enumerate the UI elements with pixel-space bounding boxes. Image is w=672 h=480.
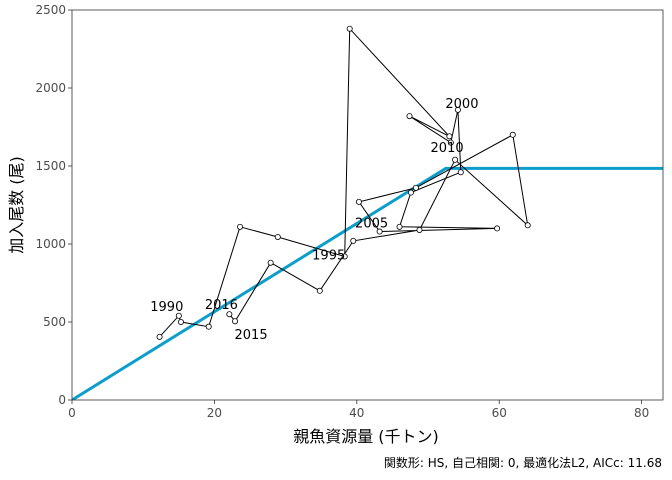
data-point-2008 [509, 131, 516, 138]
data-point-1995 [341, 253, 348, 260]
year-label-2000: 2000 [445, 97, 478, 112]
data-point-1998 [406, 113, 413, 120]
year-label-1995: 1995 [312, 248, 345, 263]
data-point-2011 [416, 226, 423, 233]
data-point-2002 [407, 189, 414, 196]
data-point-1990 [175, 312, 182, 319]
data-point-2009 [524, 222, 531, 229]
year-label-1990: 1990 [150, 300, 183, 315]
data-point-2010 [452, 156, 459, 163]
x-axis-title: 親魚資源量 (千トン) [293, 427, 439, 446]
plot-content: 1990 2016 2015 1995 2010 2005 2000 [72, 25, 663, 400]
data-point-1997 [446, 133, 453, 140]
x-tick-label-80: 80 [634, 406, 649, 420]
y-axis-title: 加入尾数 (尾) [7, 156, 26, 254]
year-label-2015: 2015 [235, 328, 268, 343]
y-tick-label-1000: 1000 [35, 237, 66, 251]
data-point-2004 [494, 225, 501, 232]
data-point-2014 [267, 259, 274, 266]
axes: 0 20 40 60 80 0 500 1000 1500 2000 2500 [35, 3, 664, 420]
data-point-1992 [205, 323, 212, 330]
y-tick-label-1500: 1500 [35, 159, 66, 173]
y-tick-label-2000: 2000 [35, 81, 66, 95]
data-point-1993 [237, 223, 244, 230]
y-tick-label-2500: 2500 [35, 3, 66, 17]
data-point-2005 [376, 228, 383, 235]
year-label-2010: 2010 [431, 141, 464, 156]
data-point-2007 [412, 184, 419, 191]
data-point-1989 [156, 333, 163, 340]
observation-path [159, 27, 529, 338]
y-tick-label-500: 500 [43, 315, 66, 329]
data-point-2012 [350, 237, 357, 244]
hs-fit-line [72, 166, 663, 400]
data-point-1999 [447, 139, 454, 146]
year-label-2016: 2016 [205, 298, 238, 313]
x-tick-label-40: 40 [349, 406, 364, 420]
data-point-2003 [396, 223, 403, 230]
year-label-2005: 2005 [355, 217, 388, 232]
y-tick-label-0: 0 [58, 393, 66, 407]
data-point-1991 [177, 318, 184, 325]
data-point-1996 [346, 25, 353, 32]
data-point-2001 [457, 169, 464, 176]
x-tick-label-20: 20 [207, 406, 222, 420]
data-point-2016 [226, 311, 233, 318]
plot-area: 1990 2016 2015 1995 2010 2005 2000 [72, 25, 663, 400]
x-tick-label-60: 60 [492, 406, 507, 420]
x-tick-label-0: 0 [68, 406, 76, 420]
data-point-1994 [274, 233, 281, 240]
data-point-2000 [454, 106, 461, 113]
plot-border [71, 9, 664, 401]
data-point-2015 [232, 318, 239, 325]
data-point-2006 [355, 198, 362, 205]
data-point-2013 [316, 287, 323, 294]
chart-caption: 関数形: HS, 自己相関: 0, 最適化法L2, AICc: 11.68 [384, 455, 662, 470]
